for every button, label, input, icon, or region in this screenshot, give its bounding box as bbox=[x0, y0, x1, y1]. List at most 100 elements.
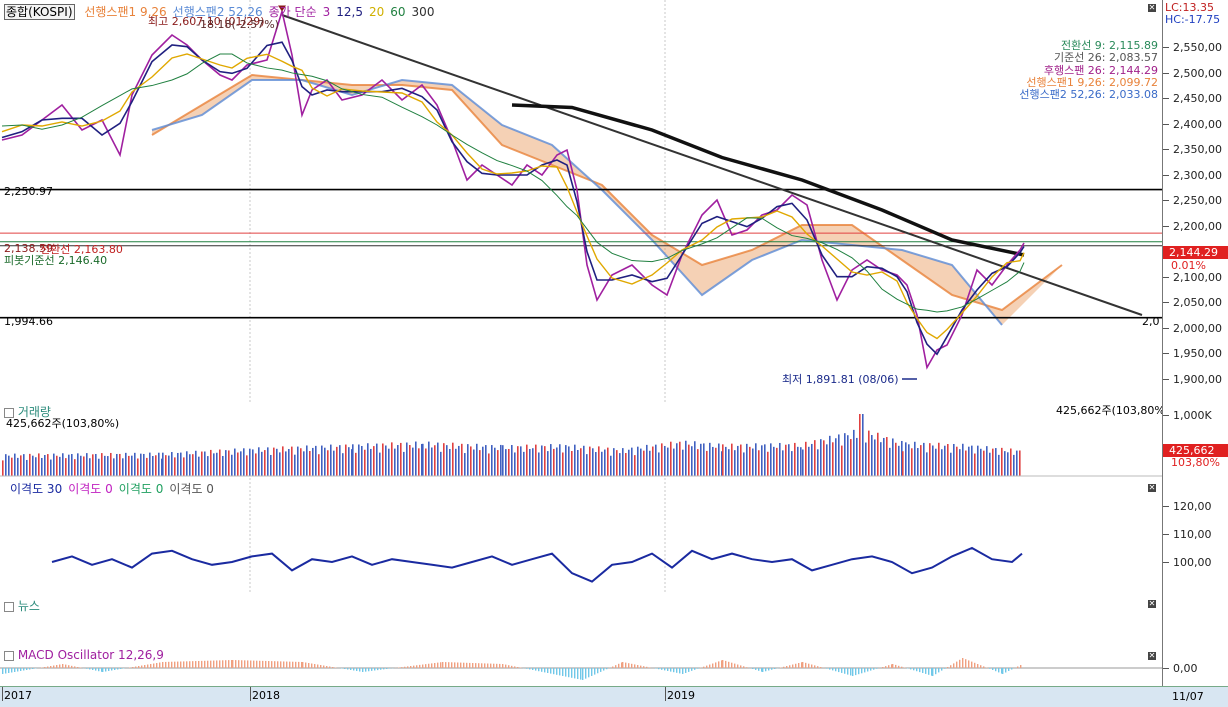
macd-chart[interactable] bbox=[0, 646, 1162, 686]
volume-chart[interactable] bbox=[0, 402, 1162, 478]
price-pct: 0.01% bbox=[1171, 260, 1206, 272]
volume-bar bbox=[318, 454, 320, 476]
collapse-icon[interactable] bbox=[4, 651, 14, 661]
macd-bar bbox=[706, 666, 707, 668]
volume-bar bbox=[47, 454, 49, 476]
price-tick-label: 2,050,00 bbox=[1173, 296, 1222, 309]
macd-bar bbox=[350, 668, 351, 670]
volume-bar bbox=[794, 443, 796, 476]
collapse-icon[interactable] bbox=[4, 602, 14, 612]
macd-panel[interactable]: MACD Oscillator 12,26,9 ✕ bbox=[0, 646, 1162, 687]
macd-bar bbox=[204, 661, 205, 668]
price-chart[interactable] bbox=[0, 0, 1162, 402]
volume-bar bbox=[953, 444, 955, 476]
volume-bar bbox=[718, 444, 720, 476]
macd-bar bbox=[77, 667, 78, 668]
volume-bar bbox=[80, 456, 82, 476]
volume-bar bbox=[517, 446, 519, 476]
volume-bar bbox=[198, 457, 200, 476]
macd-bar bbox=[661, 668, 662, 670]
volume-bar bbox=[791, 451, 793, 476]
macd-bar bbox=[725, 661, 726, 668]
volume-bar bbox=[556, 447, 558, 476]
volume-bar bbox=[1016, 451, 1018, 476]
volume-bar bbox=[959, 449, 961, 476]
volume-bar bbox=[134, 453, 136, 476]
macd-bar bbox=[323, 666, 324, 669]
ma-20-line bbox=[2, 54, 1024, 339]
volume-bar bbox=[610, 456, 612, 476]
volume-bar bbox=[291, 447, 293, 476]
macd-bar bbox=[508, 665, 509, 668]
macd-bar bbox=[574, 668, 575, 678]
volume-bar bbox=[832, 442, 834, 476]
macd-title-text: MACD Oscillator 12,26,9 bbox=[18, 648, 164, 662]
macd-bar bbox=[365, 668, 366, 672]
macd-bar bbox=[755, 668, 756, 670]
volume-bar bbox=[944, 446, 946, 476]
volume-bar bbox=[128, 456, 130, 476]
macd-bar bbox=[141, 666, 142, 669]
macd-bar bbox=[841, 668, 842, 673]
volume-bar bbox=[470, 446, 472, 476]
volume-bar bbox=[619, 453, 621, 476]
macd-bar bbox=[867, 668, 868, 672]
macd-bar bbox=[895, 665, 896, 668]
volume-bar bbox=[725, 447, 727, 476]
macd-bar bbox=[295, 662, 296, 668]
macd-bar bbox=[108, 668, 109, 671]
macd-axis: 0,00 bbox=[1162, 646, 1228, 686]
macd-bar bbox=[472, 663, 473, 668]
macd-bar bbox=[715, 662, 716, 668]
volume-bar bbox=[428, 442, 430, 476]
volume-bar bbox=[446, 445, 448, 476]
volume-bar bbox=[788, 444, 790, 476]
close-icon[interactable]: ✕ bbox=[1148, 652, 1156, 660]
macd-bar bbox=[740, 665, 741, 668]
macd-bar bbox=[89, 668, 90, 669]
close-icon[interactable]: ✕ bbox=[1148, 600, 1156, 608]
macd-bar bbox=[835, 668, 836, 671]
macd-bar bbox=[499, 664, 500, 668]
volume-panel[interactable]: 거래량 425,662주(103,80%) 425,662주(103,80%) bbox=[0, 402, 1162, 479]
volume-bar bbox=[273, 448, 275, 476]
volume-bar bbox=[694, 441, 696, 476]
close-icon[interactable]: ✕ bbox=[1148, 4, 1156, 12]
macd-bar bbox=[95, 668, 96, 671]
volume-bar bbox=[706, 451, 708, 476]
volume-bar bbox=[526, 445, 528, 476]
volume-bar bbox=[908, 444, 910, 476]
volume-bar bbox=[89, 458, 91, 476]
volume-bar bbox=[595, 452, 597, 476]
price-tick bbox=[1163, 226, 1169, 227]
volume-bar bbox=[1013, 455, 1015, 476]
macd-bar bbox=[111, 668, 112, 671]
volume-bar bbox=[361, 446, 363, 476]
macd-bar bbox=[544, 668, 545, 672]
volume-bar bbox=[911, 448, 913, 476]
macd-bar bbox=[317, 665, 318, 669]
volume-bar bbox=[782, 450, 784, 476]
macd-bar bbox=[431, 663, 432, 668]
disparity-tick bbox=[1163, 562, 1169, 563]
close-icon[interactable]: ✕ bbox=[1148, 484, 1156, 492]
macd-bar bbox=[235, 660, 236, 668]
index-name[interactable]: 종합(KOSPI) bbox=[4, 4, 75, 20]
macd-bar bbox=[737, 665, 738, 669]
macd-bar bbox=[780, 668, 781, 669]
volume-bar bbox=[104, 456, 106, 476]
collapse-icon[interactable] bbox=[4, 408, 14, 418]
time-axis-label: 2017 bbox=[4, 690, 32, 702]
macd-bar bbox=[643, 666, 644, 668]
news-panel[interactable]: 뉴스 ✕ bbox=[0, 594, 1162, 647]
volume-bar bbox=[709, 443, 711, 476]
volume-bar bbox=[306, 445, 308, 476]
macd-bar bbox=[597, 668, 598, 673]
macd-bar bbox=[132, 667, 133, 668]
macd-bar bbox=[144, 665, 145, 668]
disparity-tick-label: 100,00 bbox=[1173, 556, 1212, 569]
macd-bar bbox=[712, 664, 713, 669]
